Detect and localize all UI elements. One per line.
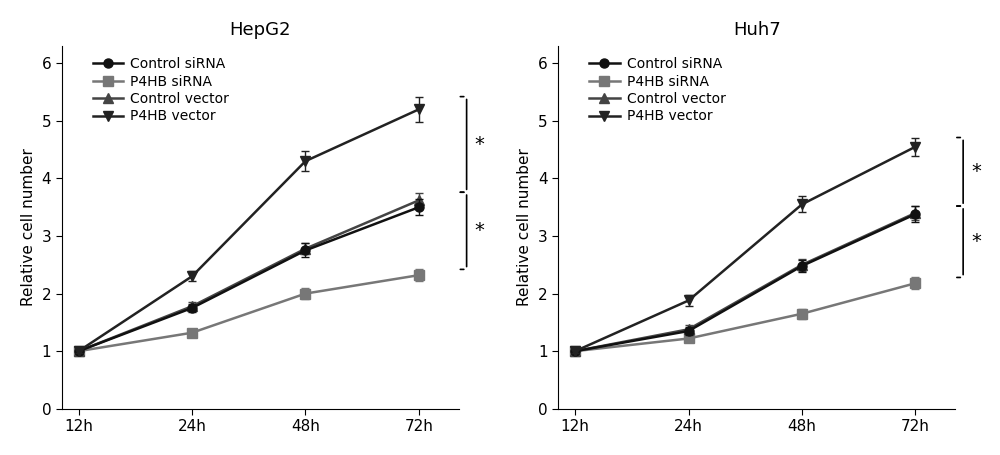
Text: *: * — [475, 221, 484, 240]
Text: *: * — [475, 135, 484, 154]
Y-axis label: Relative cell number: Relative cell number — [21, 148, 36, 306]
Y-axis label: Relative cell number: Relative cell number — [517, 148, 532, 306]
Legend: Control siRNA, P4HB siRNA, Control vector, P4HB vector: Control siRNA, P4HB siRNA, Control vecto… — [88, 53, 233, 128]
Title: Huh7: Huh7 — [733, 21, 781, 39]
Text: *: * — [971, 162, 981, 181]
Title: HepG2: HepG2 — [229, 21, 291, 39]
Text: *: * — [971, 232, 981, 251]
Legend: Control siRNA, P4HB siRNA, Control vector, P4HB vector: Control siRNA, P4HB siRNA, Control vecto… — [585, 53, 730, 128]
